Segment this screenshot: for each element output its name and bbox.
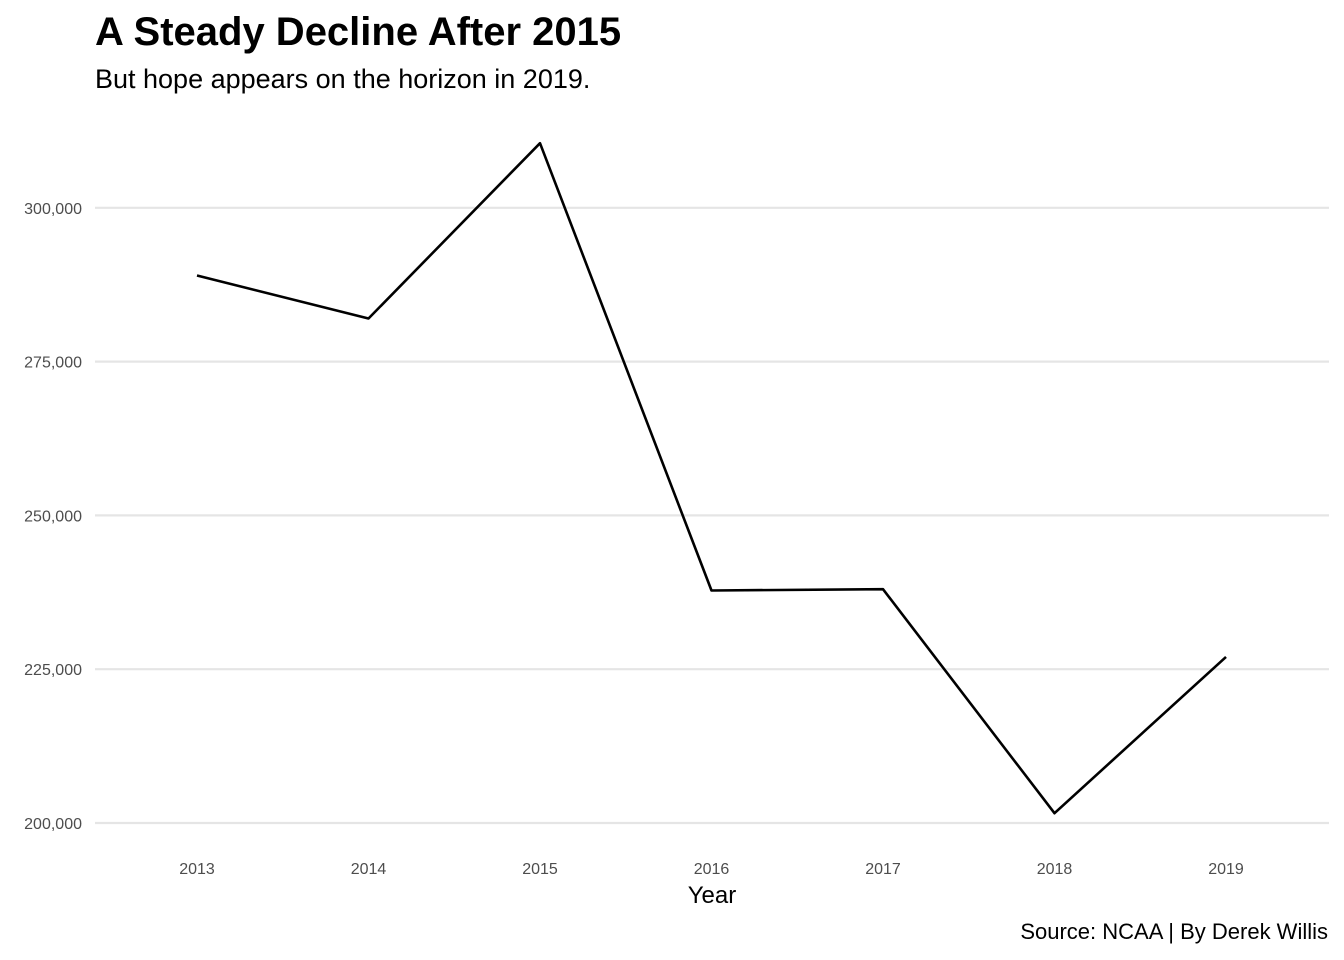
grid-lines	[95, 206, 1329, 825]
y-tick-label: 200,000	[24, 816, 82, 833]
x-tick-label: 2013	[179, 861, 215, 878]
chart-subtitle: But hope appears on the horizon in 2019.	[95, 64, 591, 94]
x-tick-label: 2014	[351, 861, 387, 878]
series-line	[196, 141, 1227, 815]
x-tick-label: 2019	[1208, 861, 1244, 878]
x-tick-label: 2016	[694, 861, 730, 878]
x-tick-label: 2017	[865, 861, 901, 878]
y-tick-label: 300,000	[24, 201, 82, 218]
y-tick-label: 250,000	[24, 508, 82, 525]
chart-title: A Steady Decline After 2015	[95, 10, 622, 54]
series-layer	[196, 141, 1227, 815]
x-tick-label: 2018	[1037, 861, 1073, 878]
x-axis-title: Year	[688, 882, 737, 909]
chart-caption: Source: NCAA | By Derek Willis	[1020, 919, 1328, 944]
y-axis-tick-labels: 200,000 225,000 250,000 275,000 300,000	[24, 201, 82, 833]
y-tick-label: 275,000	[24, 355, 82, 372]
y-tick-label: 225,000	[24, 662, 82, 679]
x-axis-tick-labels: 2013 2014 2015 2016 2017 2018 2019	[179, 861, 1244, 878]
x-tick-label: 2015	[522, 861, 558, 878]
